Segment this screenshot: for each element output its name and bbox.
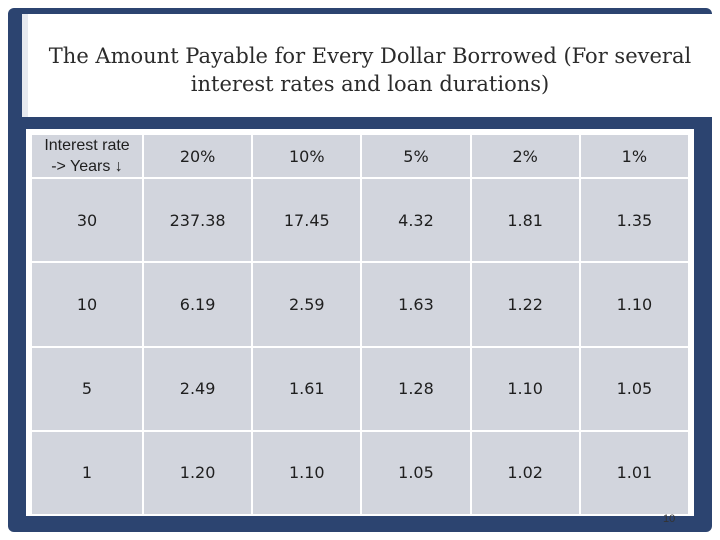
value-cell: 1.35 <box>580 179 688 262</box>
page-number: 10 <box>663 513 676 525</box>
title-panel: The Amount Payable for Every Dollar Borr… <box>22 14 712 117</box>
corner-label-line-2: -> Years ↓ <box>51 158 123 175</box>
interest-table: Interest rate -> Years ↓ 20% 10% 5% 2% 1… <box>30 133 690 516</box>
years-cell: 30 <box>32 179 142 262</box>
years-cell: 10 <box>32 263 142 346</box>
table-row: 5 2.49 1.61 1.28 1.10 1.05 <box>32 347 688 430</box>
value-cell: 2.49 <box>144 347 252 430</box>
value-cell: 1.61 <box>253 347 361 430</box>
value-cell: 1.28 <box>362 347 470 430</box>
value-cell: 6.19 <box>144 263 252 346</box>
value-cell: 1.20 <box>144 431 252 514</box>
header-rate-cell: 10% <box>253 135 361 177</box>
corner-label-line-1: Interest rate <box>44 137 130 154</box>
value-cell: 1.81 <box>471 179 579 262</box>
value-cell: 1.10 <box>580 263 688 346</box>
header-rate-cell: 5% <box>362 135 470 177</box>
value-cell: 1.02 <box>471 431 579 514</box>
value-cell: 4.32 <box>362 179 470 262</box>
value-cell: 1.01 <box>580 431 688 514</box>
title-line-1: The Amount Payable for Every Dollar Borr… <box>48 44 692 68</box>
table-row: 1 1.20 1.10 1.05 1.02 1.01 <box>32 431 688 514</box>
value-cell: 237.38 <box>144 179 252 262</box>
title-line-2: interest rates and loan durations) <box>190 72 550 96</box>
value-cell: 1.05 <box>362 431 470 514</box>
header-row: Interest rate -> Years ↓ 20% 10% 5% 2% 1… <box>32 135 688 177</box>
years-cell: 5 <box>32 347 142 430</box>
header-rate-cell: 2% <box>471 135 579 177</box>
value-cell: 1.05 <box>580 347 688 430</box>
corner-header-cell: Interest rate -> Years ↓ <box>32 135 142 177</box>
value-cell: 1.10 <box>471 347 579 430</box>
value-cell: 1.22 <box>471 263 579 346</box>
table-row: 30 237.38 17.45 4.32 1.81 1.35 <box>32 179 688 262</box>
value-cell: 17.45 <box>253 179 361 262</box>
value-cell: 1.10 <box>253 431 361 514</box>
table-panel: Interest rate -> Years ↓ 20% 10% 5% 2% 1… <box>26 129 694 516</box>
years-cell: 1 <box>32 431 142 514</box>
table-row: 10 6.19 2.59 1.63 1.22 1.10 <box>32 263 688 346</box>
slide-title: The Amount Payable for Every Dollar Borr… <box>28 42 712 98</box>
header-rate-cell: 1% <box>580 135 688 177</box>
header-rate-cell: 20% <box>144 135 252 177</box>
value-cell: 1.63 <box>362 263 470 346</box>
value-cell: 2.59 <box>253 263 361 346</box>
